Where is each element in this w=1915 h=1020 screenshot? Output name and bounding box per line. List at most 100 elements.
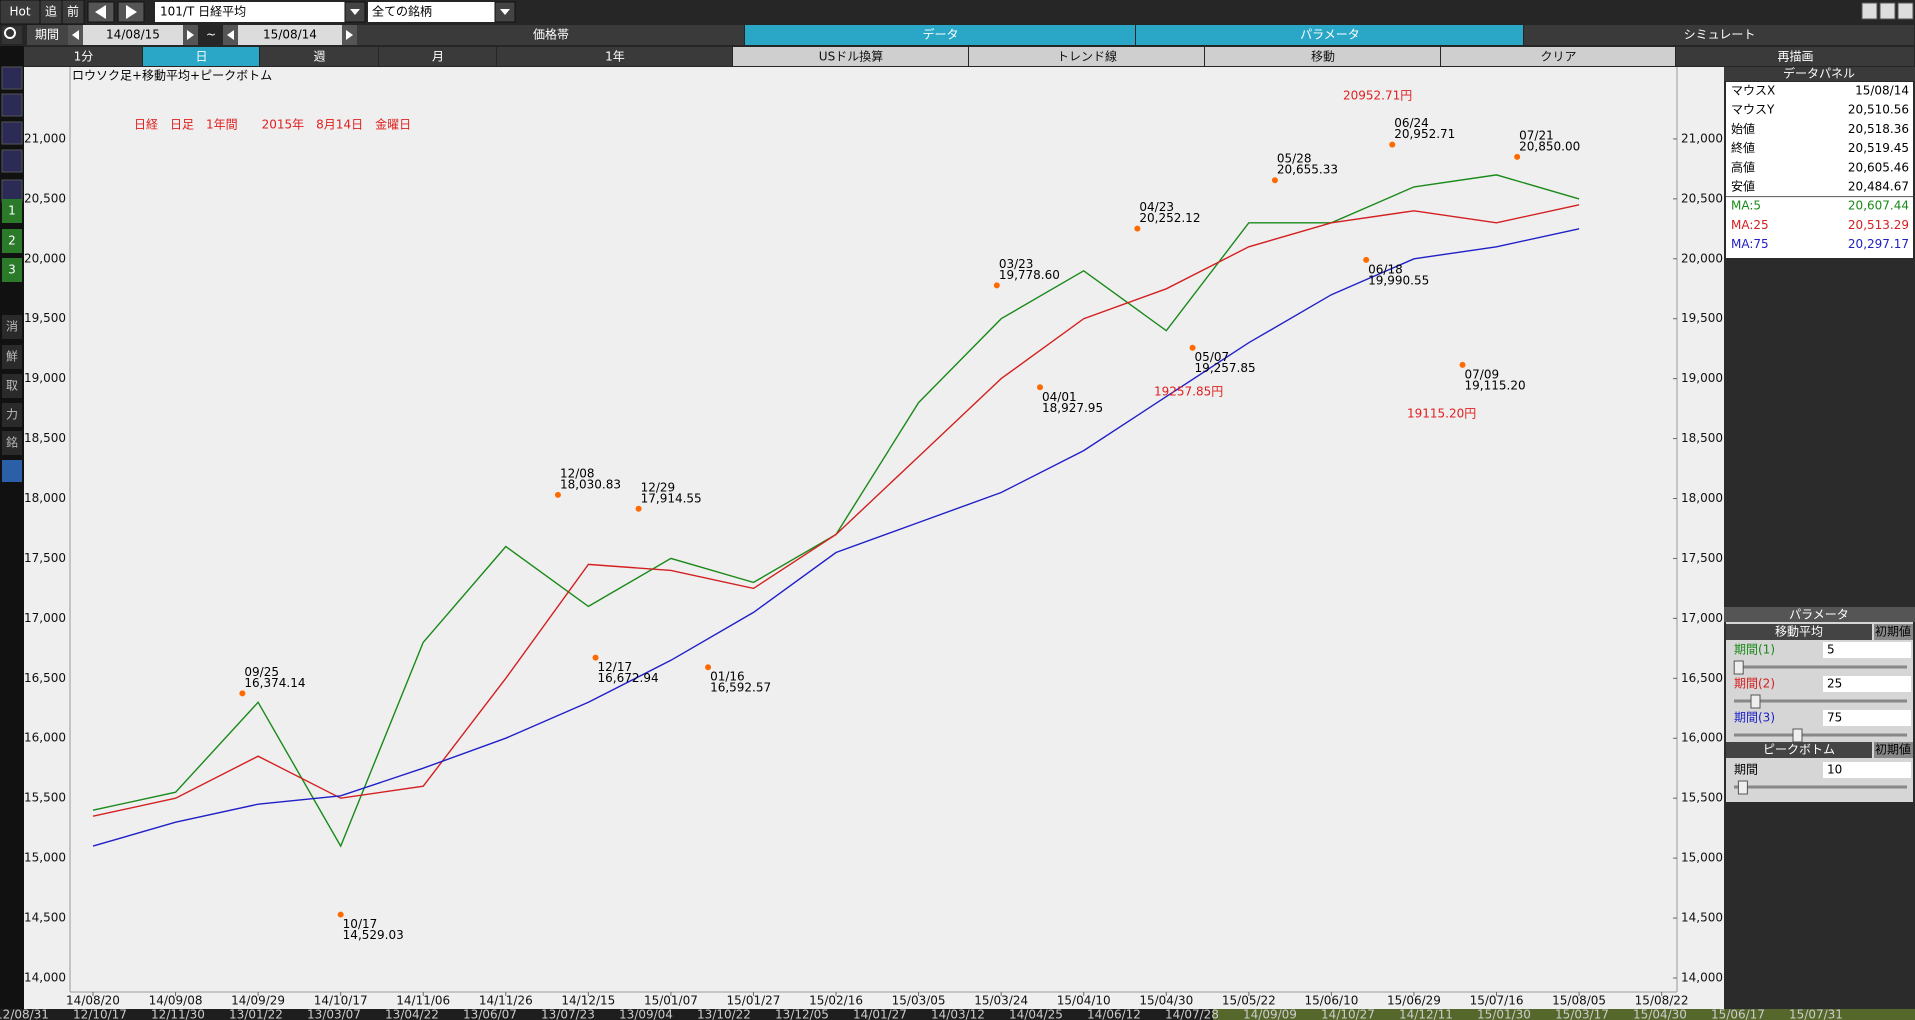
param-value: 10 [1827,763,1842,777]
sidebar-icon[interactable] [1,121,23,145]
sidebar-button[interactable] [2,345,22,369]
peak-marker [554,491,561,498]
slider-thumb[interactable] [1750,694,1761,709]
tool-button[interactable] [969,47,1204,66]
tab-label[interactable]: データ [922,27,958,42]
tab-label[interactable]: パラメータ [1300,28,1360,42]
y-tick-label-right: 20,500 [1681,191,1723,205]
tool-button[interactable] [379,47,496,66]
sidebar-label[interactable]: 3 [8,263,16,277]
sidebar-icon[interactable] [1,93,23,117]
mae-label[interactable]: 前 [67,4,79,19]
peak-marker [1271,177,1278,184]
peak-date: 01/16 [710,670,745,684]
sidebar-button[interactable] [2,258,22,282]
tool-button-label[interactable]: 月 [432,50,444,64]
tool-button[interactable] [143,47,259,66]
sidebar-label[interactable]: 1 [8,204,16,218]
sidebar-label[interactable]: 取 [6,379,18,393]
tab[interactable] [1136,25,1523,45]
tool-button-label[interactable]: クリア [1540,50,1576,64]
search-icon[interactable] [2,26,22,44]
nav-arrow [126,5,137,19]
tool-button[interactable] [1676,47,1914,66]
slider-thumb[interactable] [1737,780,1748,795]
param-field[interactable] [1823,710,1911,726]
tool-button[interactable] [1205,47,1440,66]
tab[interactable] [1524,25,1914,45]
tool-button-label[interactable]: 再描画 [1777,50,1813,64]
mae-button[interactable] [61,0,85,25]
y-tick-label: 18,500 [24,431,66,445]
peak-date: 06/18 [1368,262,1403,276]
dropdown-arrow [350,9,360,15]
y-tick-label: 19,500 [24,311,66,325]
tsui-label[interactable]: 追 [45,4,57,19]
window-button[interactable] [1861,2,1878,20]
sidebar-icon[interactable] [1,179,23,203]
reset-label[interactable]: 初期値 [1875,624,1911,639]
x-tick-label: 14/12/15 [561,994,615,1008]
window-button[interactable] [1879,2,1896,20]
reset-button[interactable] [1874,624,1913,640]
tool-button-label[interactable]: USドル換算 [819,49,883,64]
sidebar-button[interactable] [2,403,22,427]
sidebar-label[interactable]: 力 [6,408,18,422]
sidebar-label[interactable]: 鮮 [6,350,18,364]
y-tick-label-right: 14,500 [1681,911,1723,925]
param-field[interactable] [1823,676,1911,692]
tool-button-label[interactable]: 1年 [605,50,625,64]
date-field[interactable] [83,25,183,45]
peak-date: 05/07 [1195,350,1230,364]
tool-button[interactable] [260,47,378,66]
tab[interactable] [745,25,1135,45]
sidebar-button[interactable] [2,199,22,223]
peak-value: 16,592.57 [710,681,771,695]
symbol-field[interactable] [155,2,345,22]
timeline-label: 14/09/09 [1243,1008,1297,1020]
sidebar-button[interactable] [2,315,22,339]
tool-button[interactable] [24,47,142,66]
timeline-label: 13/07/23 [541,1008,595,1020]
sidebar-label[interactable]: 2 [8,234,16,248]
tool-button[interactable] [1441,47,1675,66]
settings-icon[interactable] [2,460,22,482]
slider-thumb[interactable] [1792,728,1803,743]
y-tick-label-right: 14,000 [1681,970,1723,984]
reset-button[interactable] [1874,742,1913,758]
data-label: MA:75 [1731,237,1769,251]
date-field[interactable] [238,25,342,45]
sidebar-button[interactable] [2,374,22,398]
tool-button[interactable] [497,47,732,66]
sidebar-button[interactable] [2,431,22,455]
reset-label[interactable]: 初期値 [1875,742,1911,757]
sidebar-label[interactable]: 銘 [6,435,18,450]
window-button[interactable] [1897,2,1914,20]
x-tick-label: 15/06/10 [1304,994,1358,1008]
hot-label[interactable]: Hot [9,5,30,19]
section-header [1726,742,1872,758]
param-label: 期間(1) [1734,643,1775,657]
tool-button-label[interactable]: 移動 [1311,50,1335,64]
tool-button-label[interactable]: 週 [313,50,325,64]
tab[interactable] [357,25,744,45]
y-tick-label-right: 16,000 [1681,731,1723,745]
param-field[interactable] [1823,642,1911,658]
peak-date: 04/01 [1042,390,1077,404]
slider-thumb[interactable] [1733,660,1744,675]
param-field[interactable] [1823,762,1911,778]
timeline-label: 14/06/12 [1087,1008,1141,1020]
peak-date: 04/23 [1139,200,1174,214]
param-label: 期間(3) [1734,711,1775,725]
universe-field[interactable] [368,2,495,22]
tab-label[interactable]: 価格帯 [533,27,569,42]
sidebar-icon[interactable] [1,149,23,173]
tab-label[interactable]: シミュレート [1684,28,1756,42]
sidebar-button[interactable] [2,229,22,253]
tool-button-label[interactable]: 1分 [74,50,94,64]
sidebar-label[interactable]: 消 [6,320,18,334]
sidebar-icon[interactable] [1,66,23,90]
tool-button-label[interactable]: トレンド線 [1057,49,1117,64]
tool-button-label[interactable]: 日 [195,50,207,64]
tool-button[interactable] [733,47,968,66]
